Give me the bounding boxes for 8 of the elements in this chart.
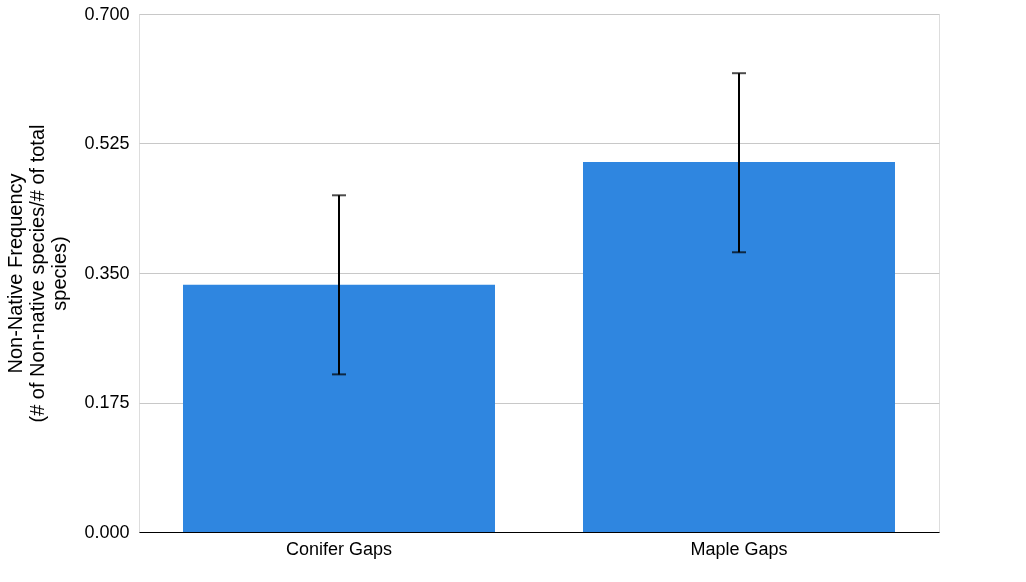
y-tick-label: 0.000 xyxy=(84,521,130,542)
y-tick-label: 0.350 xyxy=(84,262,130,283)
x-tick-label: Conifer Gaps xyxy=(285,538,393,559)
y-tick-label: 0.525 xyxy=(84,133,130,153)
y-axis-title: Non-Native Frequency (# of Non-native species/# of total species) xyxy=(4,124,71,423)
y-tick-label: 0.175 xyxy=(84,392,130,412)
y-tick-label: 0.700 xyxy=(84,3,130,24)
x-tick-label: Maple Gaps xyxy=(690,538,788,559)
